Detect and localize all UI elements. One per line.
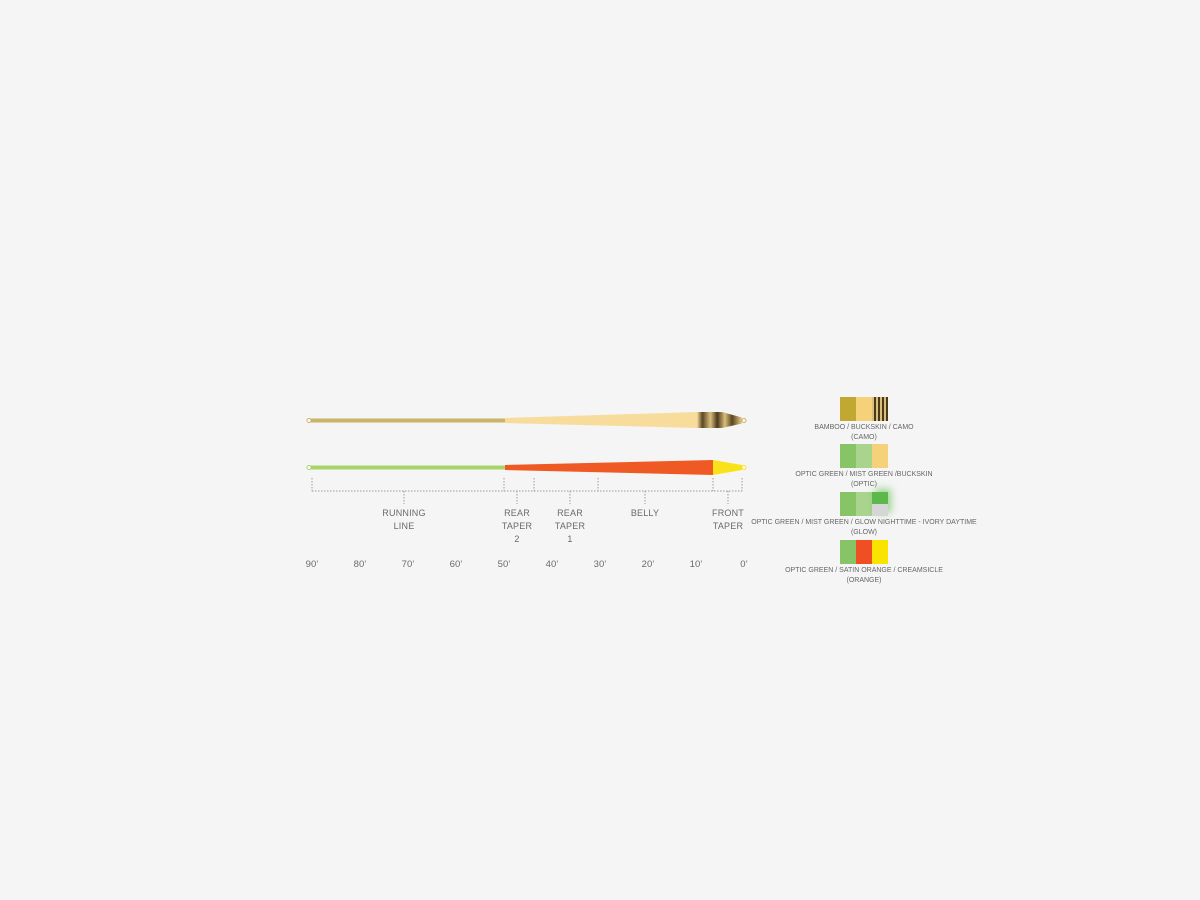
axis-tick: 20’	[641, 559, 655, 570]
swatch-color	[856, 397, 872, 421]
swatch-model-name: (GLOW)	[850, 528, 878, 536]
label-line: TAPER	[554, 521, 586, 531]
orange-fly-line	[306, 460, 747, 475]
swatch-label: OPTIC GREEN / SATIN ORANGE / CREAMSICLE (…	[785, 566, 943, 585]
label-line: FRONT	[712, 508, 744, 518]
orange-running-line	[309, 465, 506, 470]
label-line: BELLY	[630, 508, 660, 518]
swatch-color	[856, 444, 872, 468]
swatch-color	[872, 492, 888, 516]
label-line: REAR	[504, 508, 530, 518]
label-line: TAPER	[501, 521, 533, 531]
label-line: REAR	[557, 508, 583, 518]
swatch-color-names: BAMBOO / BUCKSKIN / CAMO	[814, 424, 914, 431]
swatch-color	[840, 540, 856, 564]
axis-tick: 40’	[545, 559, 559, 570]
swatch-color	[872, 397, 888, 421]
axis-tick: 50’	[497, 559, 511, 570]
label-line: 1	[567, 534, 573, 544]
axis-tick: 70’	[401, 559, 415, 570]
swatch-color	[856, 492, 872, 516]
section-bracket	[311, 478, 743, 504]
section-label-rear-taper-2: REAR TAPER 2	[502, 507, 532, 546]
camo-loop	[306, 418, 312, 423]
swatch-color	[840, 397, 856, 421]
label-line: TAPER	[712, 521, 744, 531]
camo-tip-loop	[741, 418, 747, 423]
axis-tick: 90’	[305, 559, 319, 570]
swatch-color	[872, 444, 888, 468]
swatch-color	[872, 540, 888, 564]
swatch-color-names: OPTIC GREEN / MIST GREEN /BUCKSKIN	[795, 471, 933, 478]
orange-tip-loop	[741, 465, 747, 470]
swatch-label: BAMBOO / BUCKSKIN / CAMO (CAMO)	[814, 423, 913, 442]
color-swatch	[840, 397, 888, 421]
swatch-color-names: OPTIC GREEN / MIST GREEN / GLOW NIGHTTIM…	[751, 519, 977, 526]
swatch-label: OPTIC GREEN / MIST GREEN / GLOW NIGHTTIM…	[751, 518, 976, 537]
axis-tick: 10’	[689, 559, 703, 570]
orange-head	[505, 460, 713, 475]
axis-tick: 30’	[593, 559, 607, 570]
axis-tick: 60’	[449, 559, 463, 570]
orange-front-taper	[713, 460, 742, 475]
axis-tick: 0’	[740, 559, 748, 570]
swatch-model-name: (ORANGE)	[846, 576, 882, 584]
camo-fly-line	[306, 412, 747, 428]
camo-head	[505, 412, 697, 428]
swatch-color	[856, 540, 872, 564]
swatch-color-names: OPTIC GREEN / SATIN ORANGE / CREAMSICLE	[785, 567, 943, 574]
swatch-label: OPTIC GREEN / MIST GREEN /BUCKSKIN (OPTIC…	[795, 470, 932, 489]
camo-stripes	[697, 412, 742, 428]
color-swatch	[840, 492, 888, 516]
swatch-model-name: (CAMO)	[851, 433, 877, 441]
swatch-model-name: (OPTIC)	[850, 480, 878, 488]
section-label-running-line: RUNNING LINE	[382, 507, 425, 533]
orange-loop	[306, 465, 312, 470]
camo-running-line	[309, 418, 506, 423]
color-swatch	[840, 444, 888, 468]
swatch-color	[840, 492, 856, 516]
label-line: 2	[514, 534, 520, 544]
section-label-front-taper: FRONT TAPER	[712, 507, 744, 533]
swatch-color	[840, 444, 856, 468]
label-line: RUNNING	[382, 508, 426, 518]
label-line: LINE	[393, 521, 415, 531]
axis-tick: 80’	[353, 559, 367, 570]
section-label-rear-taper-1: REAR TAPER 1	[555, 507, 585, 546]
color-swatch	[840, 540, 888, 564]
section-label-belly: BELLY	[631, 507, 659, 520]
